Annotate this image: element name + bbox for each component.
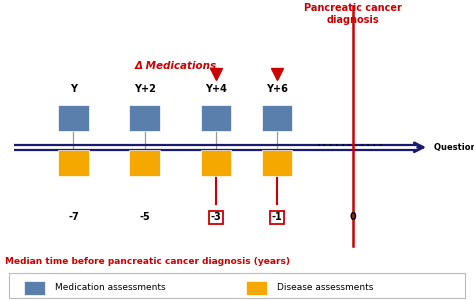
Text: Δ Medications: Δ Medications [135,61,217,71]
Text: -5: -5 [139,212,150,223]
Text: -3: -3 [210,212,221,223]
Bar [24,280,45,296]
Text: Median time before pancreatic cancer diagnosis (years): Median time before pancreatic cancer dia… [5,256,290,266]
Bar [201,150,231,176]
Text: Questionnaire year: Questionnaire year [434,143,474,152]
Bar [246,280,267,296]
Bar [129,150,160,176]
Bar [58,105,89,130]
Text: Pancreatic cancer
diagnosis: Pancreatic cancer diagnosis [304,3,402,25]
Text: Medication assessments: Medication assessments [55,284,165,292]
Text: Y+4: Y+4 [205,85,227,94]
Text: -7: -7 [68,212,79,223]
Text: Y+2: Y+2 [134,85,155,94]
Bar [58,150,89,176]
Bar [9,273,465,298]
Bar [262,150,292,176]
Bar [201,105,231,130]
Bar [129,105,160,130]
Text: -1: -1 [272,212,283,223]
Bar [262,105,292,130]
Text: Y: Y [70,85,77,94]
Text: 0: 0 [350,212,356,223]
Text: ...........: ........... [315,137,384,148]
Text: Disease assessments: Disease assessments [277,284,374,292]
Text: Y+6: Y+6 [266,85,288,94]
